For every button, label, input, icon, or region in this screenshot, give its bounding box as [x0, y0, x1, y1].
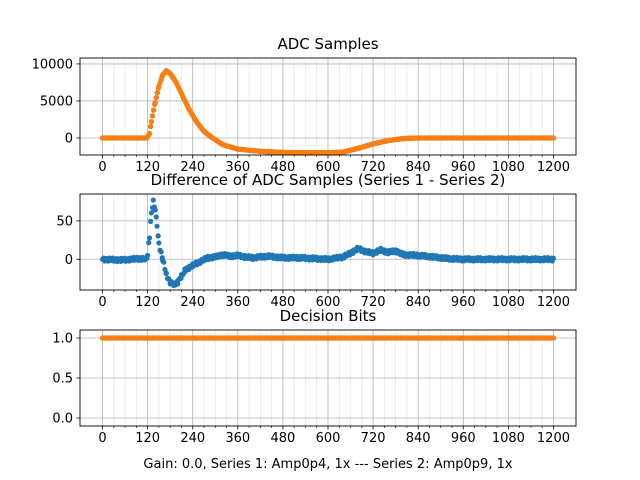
- decision-bits-chart: 0 120 240 360 480 600 720 840 960 1080 1200 0.0 0.5 1…: [52, 307, 577, 446]
- decision-bits-x-tick-label: 1200: [537, 431, 570, 446]
- adc-difference-x-tick-label: 1200: [537, 295, 570, 310]
- adc-samples-x-tick-label: 840: [406, 160, 431, 175]
- adc-difference-axes-frame: [79, 193, 577, 291]
- adc-samples-point: [550, 135, 557, 141]
- adc-difference-x-tick-label: 960: [451, 295, 476, 310]
- adc-difference-title: Difference of ADC Samples (Series 1 - Se…: [151, 171, 506, 189]
- adc-difference-point: [152, 207, 158, 213]
- decision-bits-series-2: [99, 335, 557, 341]
- adc-samples-point: [154, 90, 161, 96]
- adc-difference-point: [145, 252, 151, 258]
- adc-difference-x-tick-label: 240: [180, 295, 205, 310]
- adc-difference-point: [150, 197, 156, 203]
- adc-samples-point: [152, 99, 158, 106]
- adc-samples-y-tick-label: 0: [65, 131, 73, 146]
- adc-samples-axes-frame: [79, 57, 577, 156]
- decision-bits-x-tick-label: 480: [270, 431, 295, 446]
- figure-footer: Gain: 0.0, Series 1: Amp0p4, 1x --- Seri…: [143, 457, 512, 472]
- adc-samples-x-tick-label: 0: [98, 160, 106, 175]
- adc-samples-point: [153, 94, 159, 101]
- adc-difference-chart: 0 120 240 360 480 600 720 840 960 1080 1200 0 50 Diff…: [56, 171, 577, 310]
- decision-bits-y-tick-label: 1.0: [52, 332, 73, 347]
- adc-difference-point: [154, 223, 160, 229]
- adc-difference-x-tick-label: 1080: [492, 295, 525, 310]
- decision-bits-x-tick-label: 840: [406, 431, 431, 446]
- adc-difference-y-tick-label: 50: [56, 214, 73, 229]
- adc-difference-x-tick-label: 840: [406, 295, 431, 310]
- decision-bits-x-tick-label: 600: [316, 431, 341, 446]
- decision-bits-point: [550, 335, 557, 341]
- adc-difference-point: [158, 249, 164, 255]
- adc-difference-point: [146, 240, 152, 246]
- decision-bits-y-tick-label: 0.5: [52, 372, 73, 387]
- decision-bits-x-tick-label: 720: [361, 431, 386, 446]
- adc-samples-point: [148, 119, 154, 125]
- adc-samples-point: [148, 123, 154, 130]
- adc-samples-y-tick-label: 5000: [40, 94, 73, 109]
- adc-difference-point: [163, 270, 170, 276]
- adc-samples-x-tick-label: 1200: [537, 160, 570, 175]
- adc-samples-x-tick-label: 1080: [492, 160, 525, 175]
- adc-samples-x-tick-label: 720: [361, 160, 386, 175]
- adc-samples-x-tick-label: 480: [270, 160, 295, 175]
- adc-difference-point: [550, 255, 557, 261]
- adc-difference-point: [148, 218, 154, 224]
- adc-samples-x-tick-label: 240: [180, 160, 205, 175]
- decision-bits-x-tick-label: 0: [98, 431, 106, 446]
- adc-samples-chart: 0 120 240 360 480 600 720 840 960 1080 1200 0 5000 10…: [32, 35, 577, 175]
- adc-difference-point: [153, 214, 159, 220]
- decision-bits-x-tick-label: 1080: [492, 431, 525, 446]
- decision-bits-y-tick-label: 0.0: [52, 412, 73, 427]
- adc-difference-x-tick-label: 360: [225, 295, 250, 310]
- adc-difference-point: [175, 281, 181, 287]
- adc-samples-title: ADC Samples: [277, 35, 378, 53]
- decision-bits-x-tick-label: 240: [180, 431, 205, 446]
- adc-difference-x-tick-label: 480: [270, 295, 295, 310]
- adc-samples-x-tick-label: 360: [225, 160, 250, 175]
- adc-difference-series-1: [99, 197, 557, 289]
- decision-bits-x-tick-label: 960: [451, 431, 476, 446]
- adc-difference-x-tick-label: 720: [361, 295, 386, 310]
- adc-difference-point: [156, 240, 162, 246]
- adc-difference-x-tick-label: 0: [98, 295, 106, 310]
- adc-samples-point: [149, 113, 156, 119]
- adc-samples-x-tick-label: 120: [135, 160, 160, 175]
- adc-samples-x-tick-label: 960: [451, 160, 476, 175]
- adc-samples-x-tick-label: 600: [316, 160, 341, 175]
- adc-difference-point: [161, 259, 167, 265]
- adc-samples-point: [146, 130, 153, 137]
- adc-samples-series-2: [99, 67, 557, 156]
- adc-difference-x-tick-label: 120: [135, 295, 160, 310]
- decision-bits-title: Decision Bits: [280, 307, 377, 325]
- decision-bits-x-tick-label: 360: [225, 431, 250, 446]
- adc-difference-y-tick-label: 0: [65, 253, 73, 268]
- adc-difference-x-tick-label: 600: [316, 295, 341, 310]
- decision-bits-axes-frame: [79, 329, 577, 427]
- adc-samples-y-tick-label: 10000: [32, 57, 73, 72]
- decision-bits-x-tick-label: 120: [135, 431, 160, 446]
- adc-difference-point: [148, 210, 154, 216]
- adc-difference-point: [155, 233, 161, 239]
- adc-samples-point: [151, 107, 157, 113]
- adc-difference-point: [146, 235, 153, 241]
